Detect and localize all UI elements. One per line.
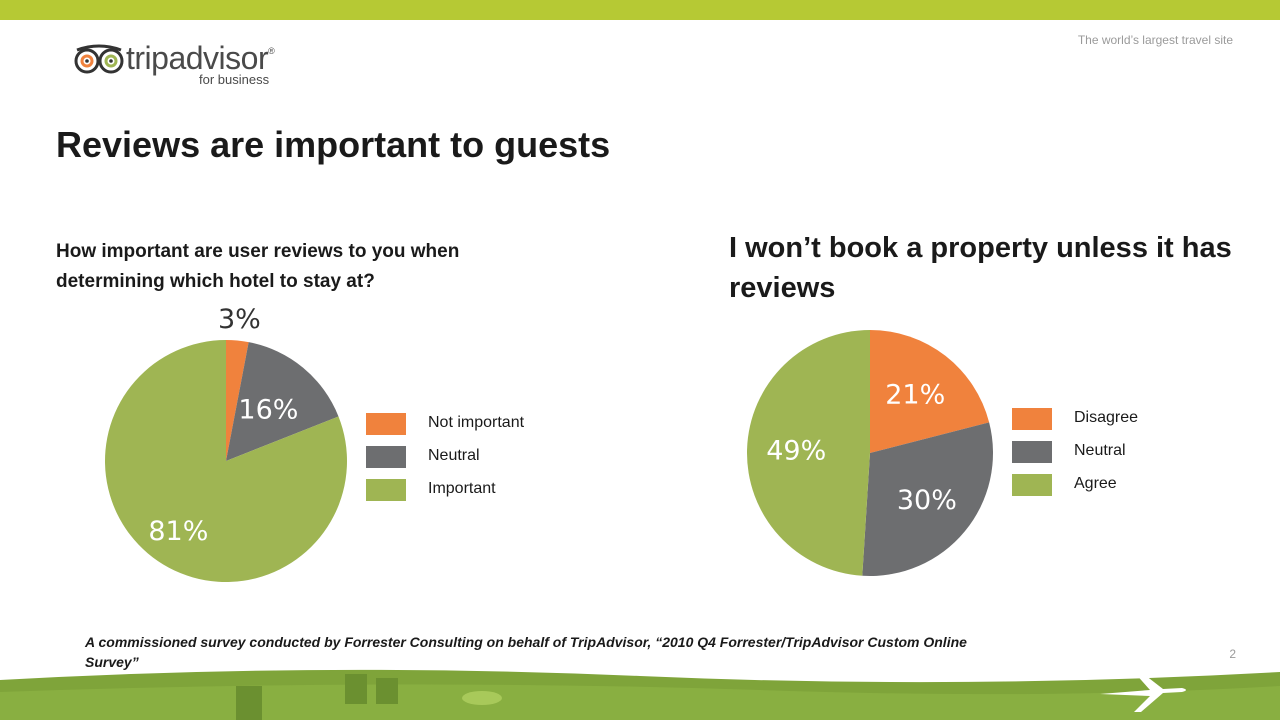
- legend-label: Agree: [1074, 475, 1117, 492]
- logo-wordmark: tripadvisor®: [126, 40, 275, 76]
- page-number: 2: [1229, 647, 1236, 661]
- legend-swatch: [1012, 408, 1052, 430]
- pie-slice-neutral: [226, 342, 339, 461]
- right-chart-question: I won’t book a property unless it has re…: [729, 232, 1232, 304]
- top-accent-bar: [0, 0, 1280, 20]
- pie-data-label: 16%: [238, 395, 298, 426]
- pie-slice-neutral: [862, 422, 993, 576]
- legend-swatch: [366, 413, 406, 435]
- tripadvisor-logo: tripadvisor® for business: [74, 40, 304, 90]
- tagline: The world’s largest travel site: [1077, 33, 1233, 47]
- pie-chart-require-reviews: 21% 30% 49%: [747, 330, 993, 576]
- car-icon: [462, 691, 502, 705]
- legend-label: Disagree: [1074, 409, 1139, 426]
- pie-slice-important: [104, 340, 347, 582]
- logo-subtitle: for business: [199, 72, 270, 87]
- owl-eyes-icon: [74, 44, 124, 74]
- pie-data-label: 81%: [148, 516, 208, 547]
- legend-label: Neutral: [1074, 442, 1126, 459]
- legend-label: Important: [428, 480, 496, 497]
- pie-slice-not-important: [226, 340, 249, 461]
- left-chart-question: How important are user reviews to you wh…: [56, 241, 460, 292]
- legend-label: Not important: [428, 414, 525, 431]
- landscape-footer: [0, 669, 1280, 720]
- pie-data-label: 30%: [897, 485, 957, 516]
- pie-data-label: 49%: [766, 436, 826, 467]
- pie-slice-agree: [747, 330, 870, 576]
- legend-label: Neutral: [428, 447, 480, 464]
- page-title: Reviews are important to guests: [56, 124, 611, 165]
- airplane-icon: [1100, 672, 1186, 712]
- legend-swatch: [366, 446, 406, 468]
- pie-chart-importance: 3% 16% 81%: [104, 304, 347, 582]
- legend-swatch: [366, 479, 406, 501]
- legend-swatch: [1012, 441, 1052, 463]
- pie-slice-disagree: [870, 330, 990, 453]
- legend-swatch: [1012, 474, 1052, 496]
- pie-data-label: 3%: [218, 304, 261, 335]
- survey-footnote: A commissioned survey conducted by Forre…: [85, 634, 967, 670]
- building-icon: [236, 674, 398, 720]
- pie-data-label: 21%: [885, 380, 945, 411]
